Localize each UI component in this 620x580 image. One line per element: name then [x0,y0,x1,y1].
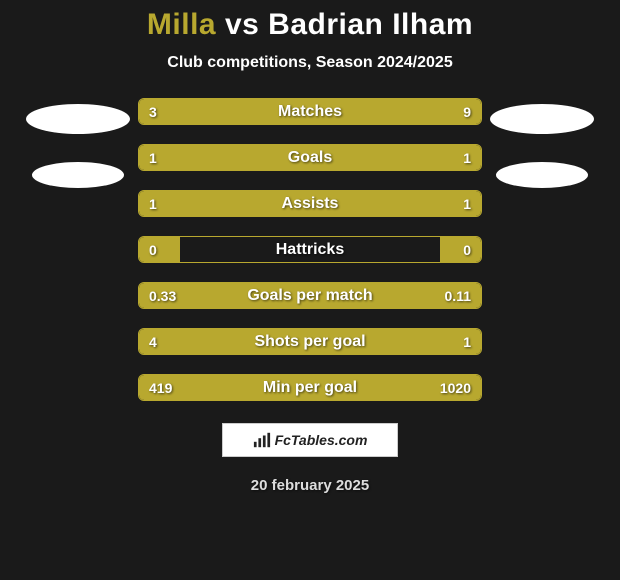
fctables-logo[interactable]: FcTables.com [222,423,398,457]
decorative-ellipse [32,162,124,188]
stat-label: Matches [139,103,481,121]
stat-label: Hattricks [139,241,481,259]
decorative-ellipse [490,104,594,134]
stat-label: Min per goal [139,379,481,397]
date-label: 20 february 2025 [251,477,369,494]
stat-label: Goals per match [139,287,481,305]
player2-name: Badrian Ilham [268,8,473,41]
stat-label: Shots per goal [139,333,481,351]
player1-name: Milla [147,8,216,41]
chart-icon [253,432,271,448]
stat-row: 11Goals [138,144,482,171]
stat-row: 0.330.11Goals per match [138,282,482,309]
decorative-ellipse [496,162,588,188]
stat-label: Assists [139,195,481,213]
decorative-ellipse [26,104,130,134]
logo-text: FcTables.com [275,432,368,448]
stat-label: Goals [139,149,481,167]
stat-row: 11Assists [138,190,482,217]
vs-separator: vs [225,8,259,41]
subtitle: Club competitions, Season 2024/2025 [167,54,452,72]
stats-column: 39Matches 11Goals 11Assists 00Hattricks 0.33… [138,98,482,401]
right-graphics-col [482,98,602,188]
stat-row: 4191020Min per goal [138,374,482,401]
left-graphics-col [18,98,138,188]
main-row: 39Matches 11Goals 11Assists 00Hattricks 0.33… [0,98,620,401]
stat-row: 41Shots per goal [138,328,482,355]
stat-row: 00Hattricks [138,236,482,263]
stats-card: Milla vs Badrian Ilham Club competitions… [0,0,620,580]
stat-row: 39Matches [138,98,482,125]
page-title: Milla vs Badrian Ilham [147,8,473,42]
